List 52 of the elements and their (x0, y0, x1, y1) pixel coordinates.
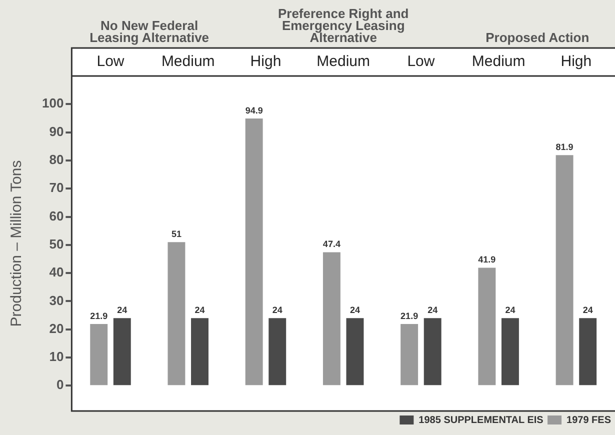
data-label: 24 (505, 305, 516, 316)
x-tick-label: High (250, 53, 282, 70)
y-tick-label: 80 (49, 152, 64, 168)
bar (90, 324, 108, 386)
data-label: 81.9 (556, 142, 574, 152)
text: Proposed Action (486, 30, 590, 46)
bar (478, 268, 496, 386)
text: No New Federal Leasing Alternative (90, 18, 210, 46)
y-tick-label: 20 (49, 320, 64, 336)
bar (346, 318, 364, 386)
bar (322, 252, 340, 386)
y-tick-label: 100 (42, 96, 64, 111)
data-label: 41.9 (478, 254, 496, 265)
data-label: 21.9 (400, 310, 418, 321)
bar (191, 318, 208, 386)
data-label: 24 (350, 305, 360, 316)
y-tick-label: 60 (49, 208, 64, 224)
y-tick-label: 0 (56, 377, 64, 392)
data-label: 24 (272, 305, 282, 316)
x-tick-label: High (560, 53, 592, 70)
data-label: 51 (171, 229, 182, 240)
data-label: 24 (117, 305, 128, 316)
data-label: 47.4 (322, 239, 340, 250)
data-label: 21.9 (90, 310, 108, 321)
x-tick-label: Medium (161, 53, 215, 70)
data-label: 94.9 (245, 105, 263, 116)
bar (168, 242, 186, 386)
legend-label: 1979 FES (566, 414, 612, 426)
x-tick-label: Low (96, 53, 124, 70)
x-tick-label: Low (407, 53, 435, 70)
x-tick-label: Medium (316, 53, 370, 70)
bar (424, 318, 442, 386)
text: Preference Right and Emergency Leasing Alternative (278, 6, 409, 46)
legend-label: 1985 SUPPLEMENTAL EIS (418, 414, 544, 426)
y-tick-label: 10 (49, 349, 64, 364)
bar (556, 155, 574, 386)
bar (245, 118, 263, 386)
y-axis-title: Production – Million Tons (8, 160, 26, 327)
x-tick-label: Medium (472, 53, 526, 70)
y-tick-label: 70 (49, 180, 64, 196)
bar (579, 318, 597, 386)
y-tick-label: 50 (49, 236, 64, 252)
bar (113, 318, 131, 386)
bar (501, 318, 519, 386)
y-tick-label: 90 (49, 124, 64, 139)
data-label: 24 (428, 305, 438, 316)
data-label: 24 (194, 305, 205, 316)
bar (268, 318, 286, 386)
y-tick-label: 30 (49, 292, 64, 308)
bar (400, 324, 418, 386)
data-label: 24 (582, 305, 593, 316)
y-tick-label: 40 (49, 264, 64, 280)
